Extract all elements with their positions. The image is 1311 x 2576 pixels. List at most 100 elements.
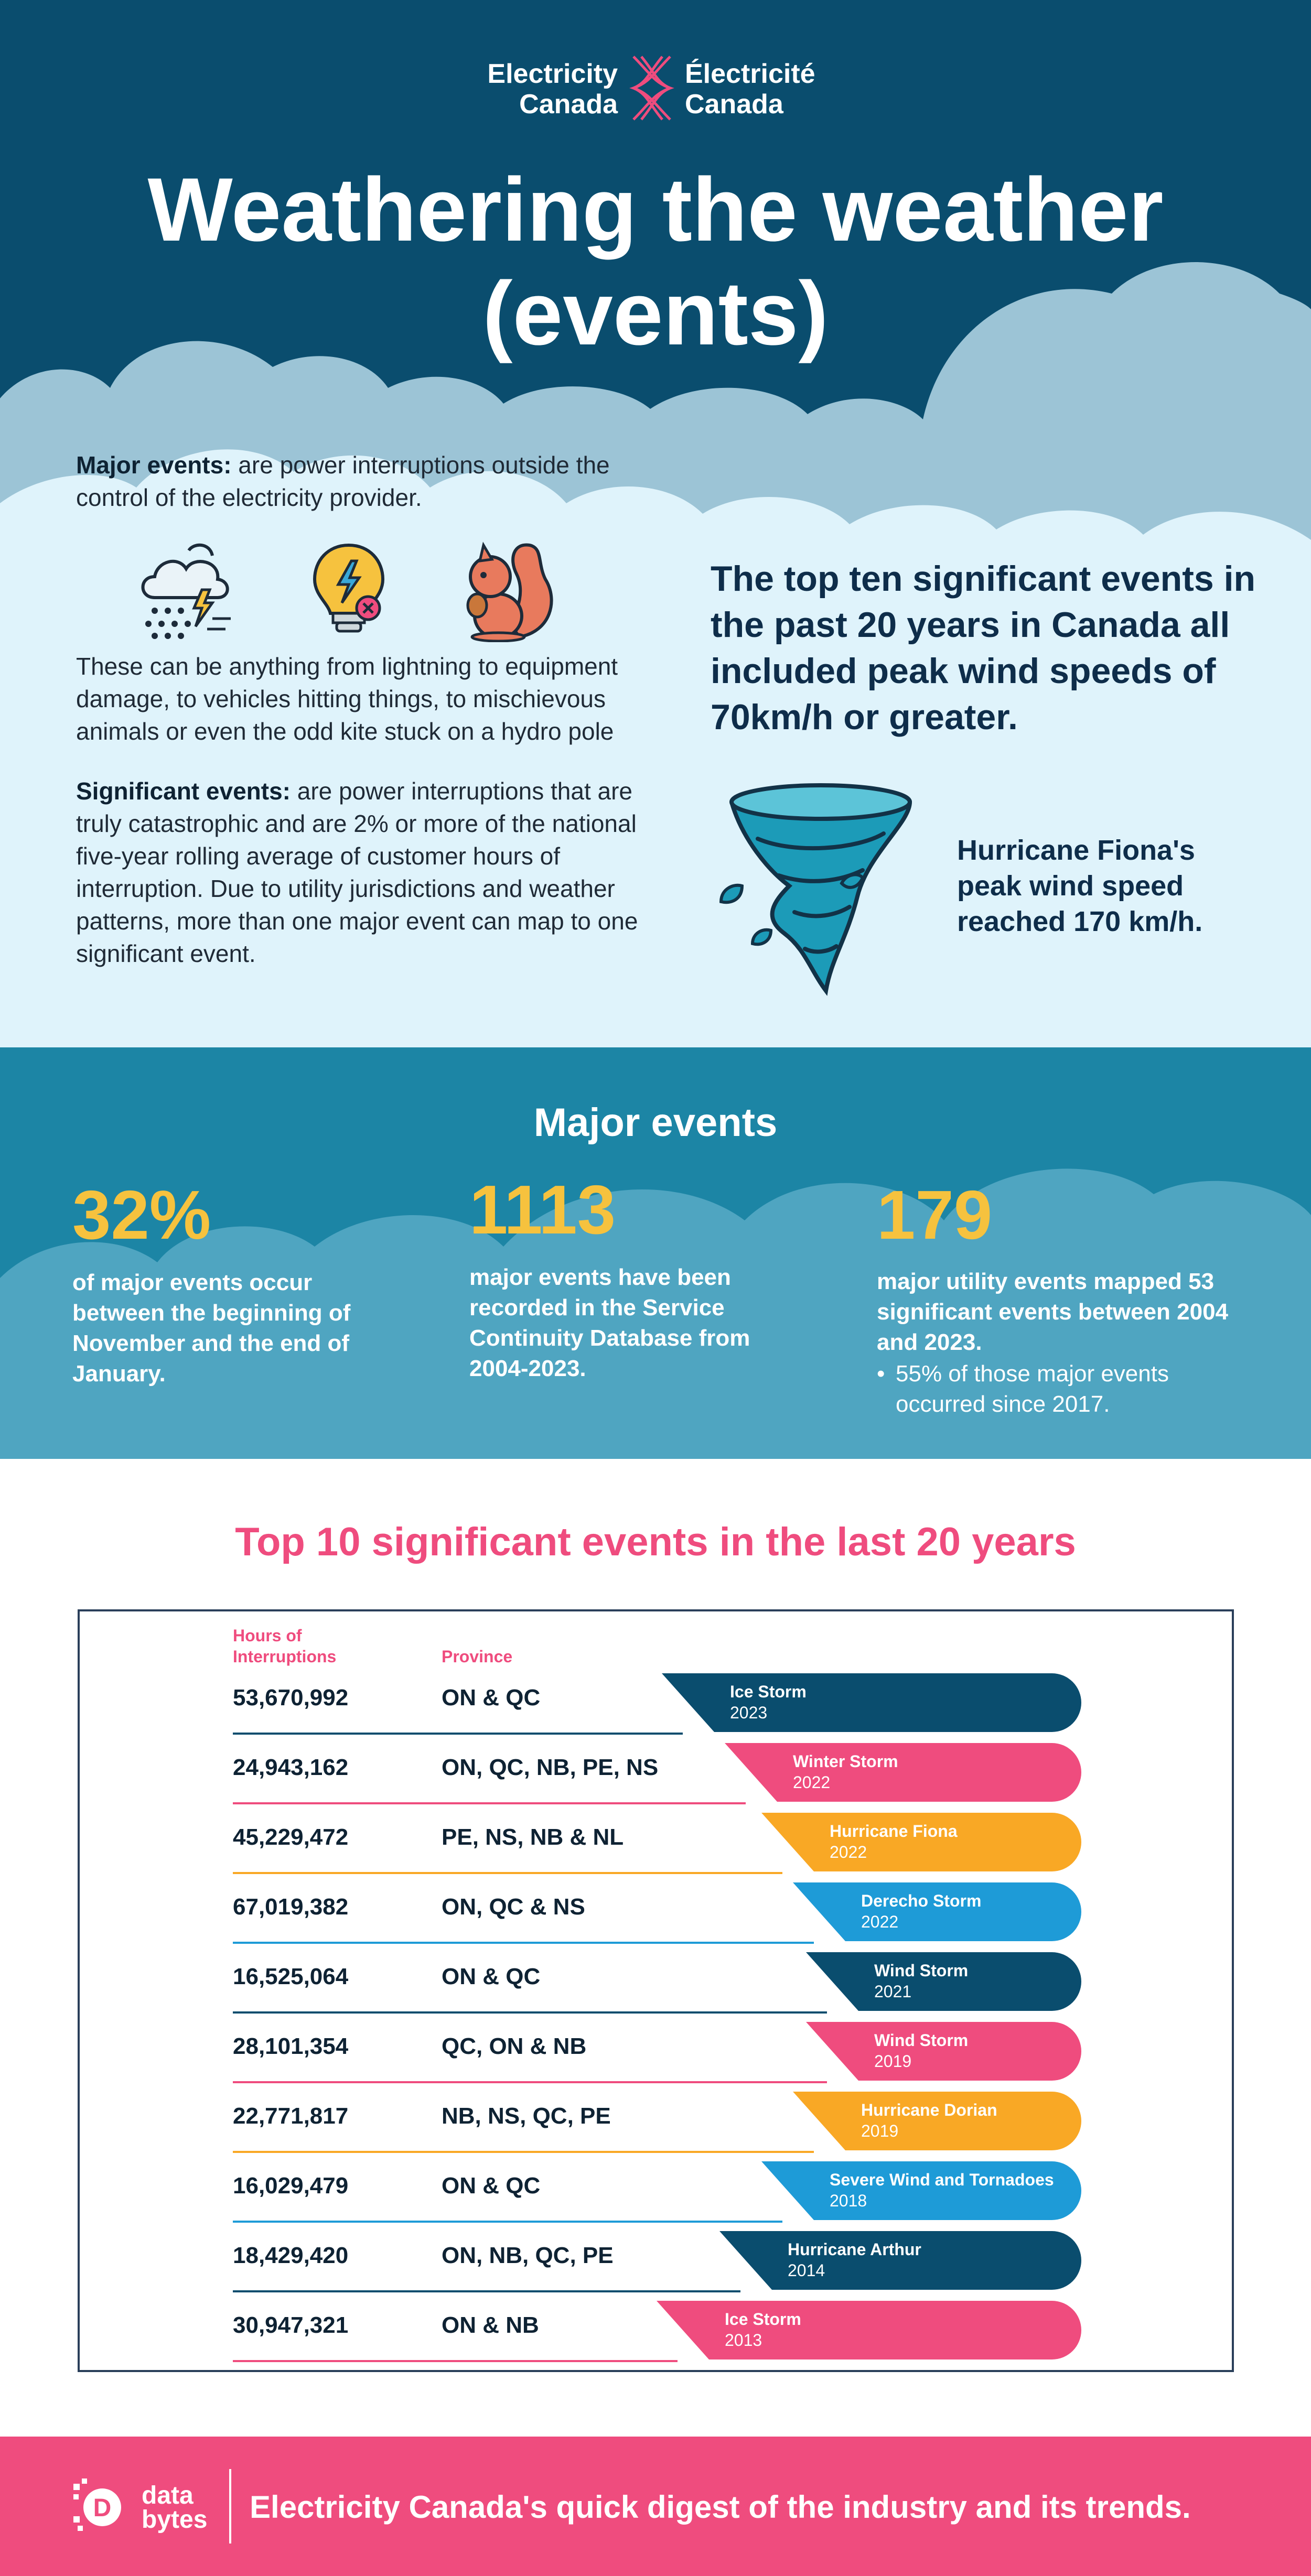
table-row: 53,670,992 ON & QC Ice Storm 2023 (80, 1664, 1236, 1735)
event-year: 2022 (793, 1773, 831, 1792)
page-title-line2: (events) (482, 263, 829, 364)
event-bar (806, 2022, 1081, 2081)
stat-value-mapped: 179 (877, 1176, 993, 1253)
table-row: 28,101,354 QC, ON & NB Wind Storm 2019 (80, 2012, 1236, 2083)
event-name: Ice Storm (725, 2310, 801, 2329)
event-year: 2021 (874, 1982, 912, 2001)
row-province: PE, NS, NB & NL (442, 1824, 624, 1850)
squirrel-icon (451, 537, 561, 643)
databytes-logo-icon: D (73, 2478, 121, 2531)
row-underline (233, 1872, 782, 1874)
stat-text-mapped: major utility events mapped 53 significa… (877, 1269, 1229, 1355)
header-section: Electricity Canada Électricité Canada We… (0, 0, 1311, 629)
row-hours: 28,101,354 (233, 2033, 349, 2059)
row-underline (233, 1733, 683, 1735)
intro-section (0, 629, 1311, 1047)
row-underline (233, 1802, 746, 1804)
event-year: 2019 (861, 2122, 899, 2140)
row-province: ON, NB, QC, PE (442, 2243, 614, 2268)
row-underline (233, 2011, 827, 2014)
storm-cloud-icon (134, 540, 239, 640)
event-bar (725, 1743, 1081, 1802)
row-province: ON & QC (442, 2173, 541, 2199)
event-bar (761, 2161, 1081, 2220)
row-hours: 18,429,420 (233, 2243, 349, 2268)
row-underline (233, 2290, 740, 2292)
event-name: Winter Storm (793, 1752, 898, 1771)
major-events-def-text: are power interruptions outside the cont… (76, 451, 610, 511)
row-underline (233, 2221, 782, 2223)
table-row: 22,771,817 NB, NS, QC, PE Hurricane Dorian… (80, 2082, 1236, 2153)
event-bar (793, 1882, 1081, 1941)
table-row: 30,947,321 ON & NB Ice Storm 2013 (80, 2291, 1236, 2362)
table-row: 16,525,064 ON & QC Wind Storm 2021 (80, 1943, 1236, 2014)
logo-fr-line1: Électricité (685, 59, 815, 89)
row-province: ON, QC, NB, PE, NS (442, 1755, 659, 1780)
footer-tagline: Electricity Canada's quick digest of the… (250, 2490, 1191, 2525)
major-events-title: Major events (533, 1100, 778, 1145)
table-row: 24,943,162 ON, QC, NB, PE, NS Winter Storm… (80, 1734, 1236, 1804)
logo-en-line1: Electricity (487, 59, 618, 89)
row-underline (233, 1942, 814, 1944)
hurricane-fiona-fact: Hurricane Fiona's peak wind speed reache… (957, 835, 1203, 937)
stat-text-percent: of major events occur between the beginn… (72, 1270, 351, 1387)
event-bar (793, 2092, 1081, 2150)
stat-value-percent: 32% (72, 1176, 211, 1253)
bullet-dot: • (877, 1361, 885, 1387)
row-province: ON & QC (442, 1964, 541, 1989)
row-hours: 30,947,321 (233, 2312, 349, 2338)
column-header-province: Province (442, 1647, 513, 1666)
table-row: 16,029,479 ON & QC Severe Wind and Tornado… (80, 2152, 1236, 2223)
event-year: 2022 (861, 1912, 899, 1931)
logo-en-line2: Canada (519, 89, 618, 120)
row-underline (233, 2360, 678, 2362)
page-title-line1: Weathering the weather (147, 159, 1164, 260)
row-province: ON & QC (442, 1685, 541, 1711)
significant-events-definition: Significant events: are power interrupti… (76, 775, 658, 970)
databytes-brand-text: data bytes (142, 2482, 207, 2532)
event-bar (761, 1813, 1081, 1871)
event-name: Wind Storm (874, 1961, 969, 1980)
event-name: Ice Storm (730, 1682, 807, 1701)
svg-text:D: D (93, 2494, 112, 2522)
logo-english: Electricity Canada (487, 59, 618, 120)
top10-table: Hours of Interruptions Province 53,670,9… (78, 1609, 1234, 2372)
row-hours: 16,525,064 (233, 1964, 349, 1989)
table-row: 18,429,420 ON, NB, QC, PE Hurricane Arthur… (80, 2222, 1236, 2292)
row-province: QC, ON & NB (442, 2033, 587, 2059)
brand-line1: data (142, 2482, 194, 2509)
stat-value-count: 1113 (469, 1171, 616, 1248)
logo-french: Électricité Canada (685, 59, 815, 120)
band-clouds-illustration (0, 1168, 1311, 1459)
table-row: 45,229,472 PE, NS, NB & NL Hurricane Fiona… (80, 1803, 1236, 1874)
column-header-hours: Hours of Interruptions (233, 1625, 336, 1667)
row-hours: 53,670,992 (233, 1685, 349, 1711)
row-hours: 24,943,162 (233, 1755, 349, 1780)
major-events-section: Major events 32% of major events occur b… (0, 1047, 1311, 1459)
logo-fr-line2: Canada (685, 89, 783, 120)
footer: D data bytes Electricity Canada's quick … (0, 2437, 1311, 2576)
event-year: 2019 (874, 2052, 912, 2071)
column-header-hours-line2: Interruptions (233, 1647, 337, 1666)
row-underline (233, 2081, 827, 2083)
event-name: Derecho Storm (861, 1891, 982, 1910)
event-year: 2023 (730, 1703, 768, 1722)
electricity-canada-logo: Electricity Canada Électricité Canada (0, 56, 1311, 125)
row-hours: 16,029,479 (233, 2173, 349, 2199)
significant-events-label: Significant events: (76, 777, 291, 805)
event-year: 2018 (830, 2191, 867, 2210)
event-name: Wind Storm (874, 2031, 969, 2050)
row-hours: 67,019,382 (233, 1894, 349, 1920)
event-year: 2014 (788, 2261, 825, 2280)
stat-text-count: major events have been recorded in the S… (469, 1264, 750, 1381)
event-name: Hurricane Fiona (830, 1822, 958, 1841)
row-underline (233, 2151, 814, 2153)
row-hours: 22,771,817 (233, 2103, 349, 2129)
tornado-icon (711, 781, 920, 1001)
major-events-label: Major events: (76, 451, 232, 479)
event-bar (806, 1952, 1081, 2011)
footer-divider (229, 2469, 231, 2543)
wind-speed-claim: The top ten significant events in the pa… (711, 559, 1255, 737)
event-name: Hurricane Dorian (861, 2101, 997, 2119)
major-events-definition: Major events: are power interruptions ou… (76, 449, 658, 514)
